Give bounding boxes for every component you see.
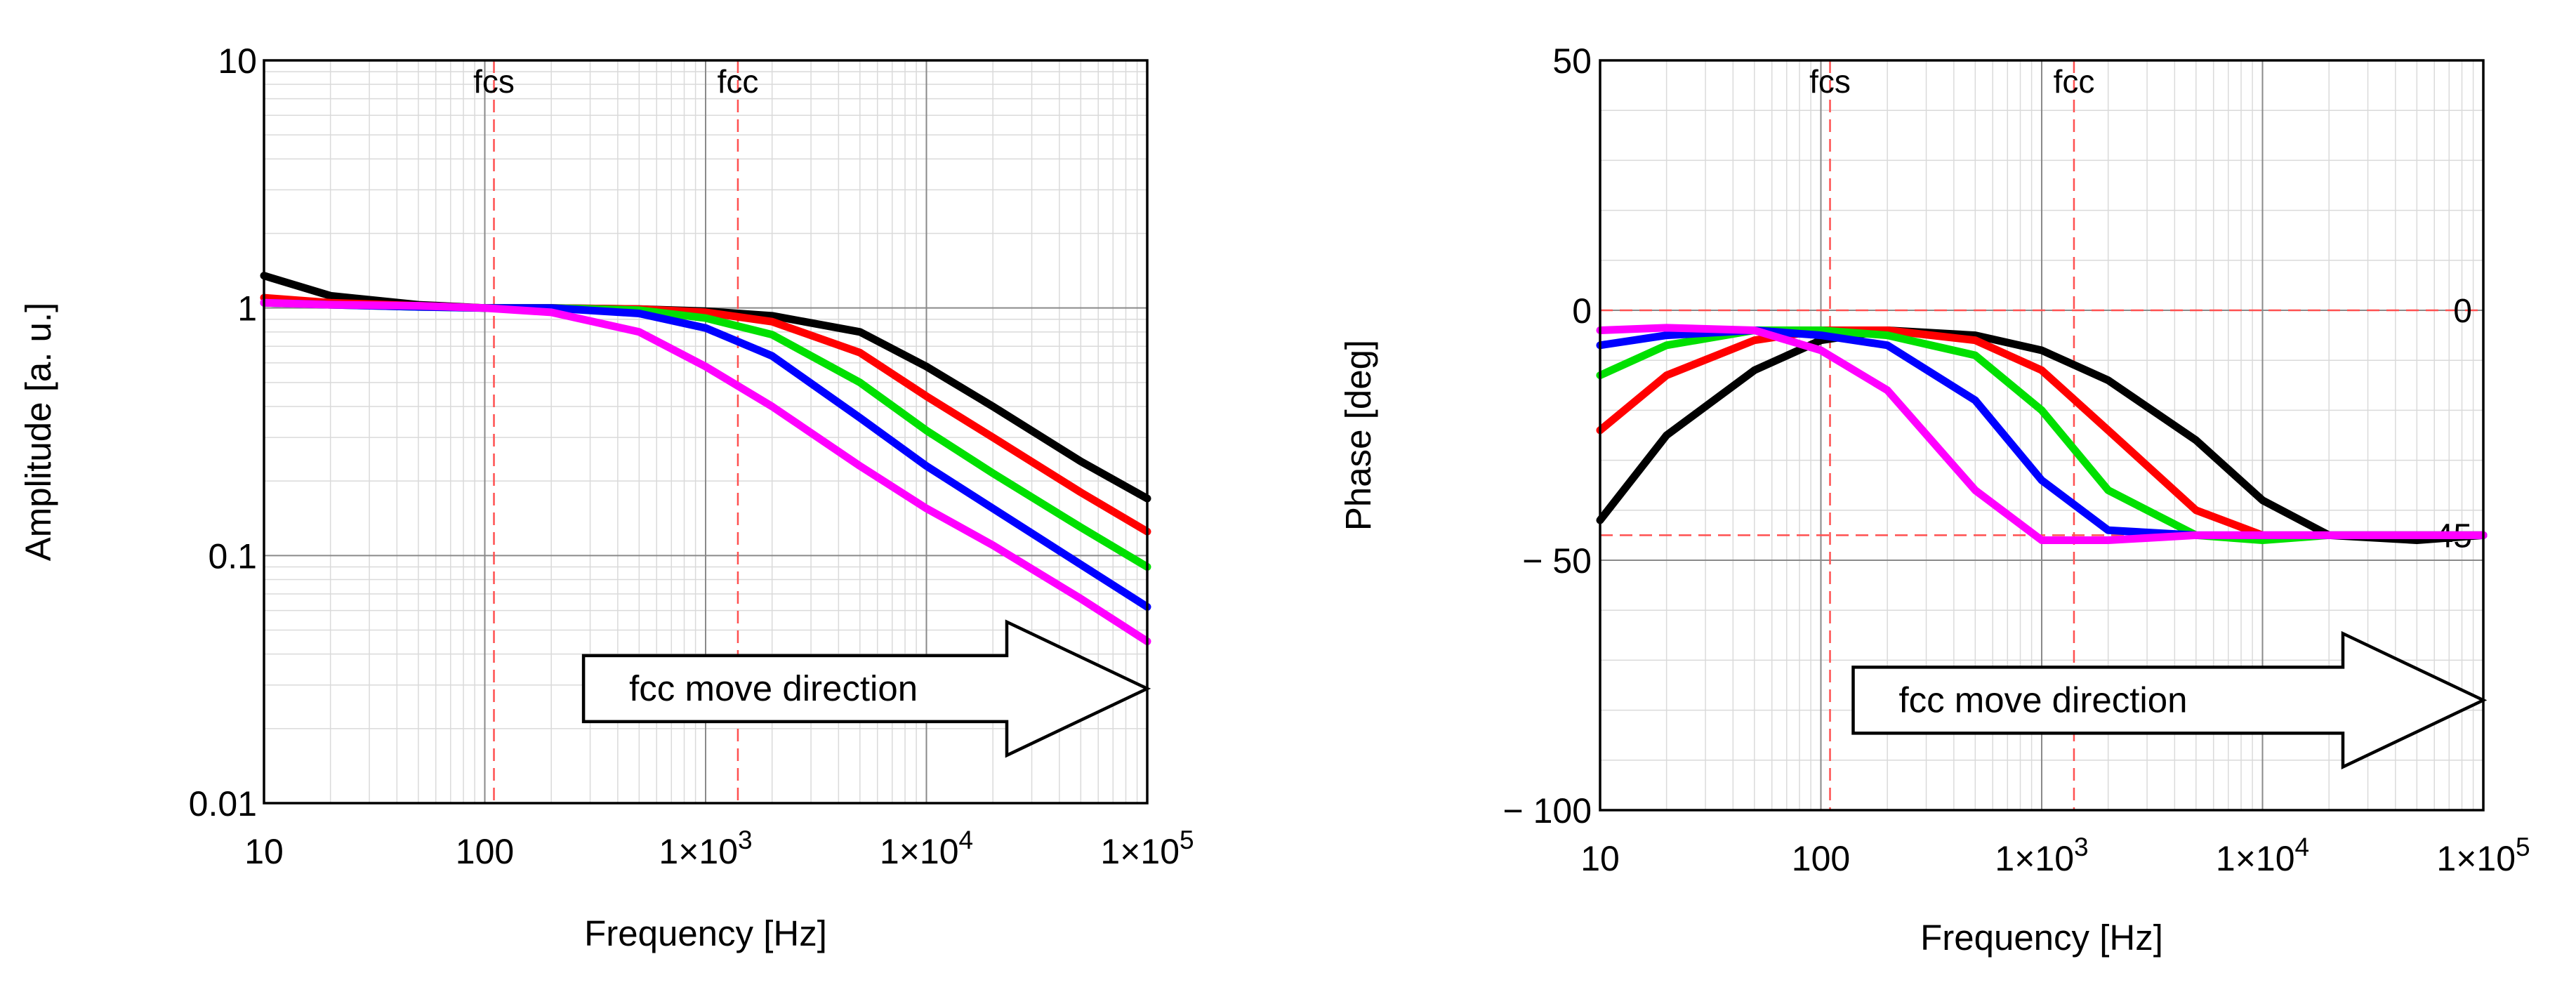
chart-1: fcs fcc fcc move direction 10 100 1×103 1×104 1…	[18, 41, 1194, 953]
arrow-label: fcc move direction	[1898, 680, 2187, 720]
plot-frame	[263, 59, 1149, 805]
y-tick-label: 10	[218, 41, 257, 81]
direction-arrow	[581, 619, 1151, 758]
x-axis-title: Frequency [Hz]	[584, 913, 827, 953]
marker-label-fcs: fcs	[1809, 63, 1851, 100]
y-tick-label: 0.1	[208, 536, 257, 576]
y-tick-label: − 100	[1502, 791, 1592, 831]
marker-label-fcs: fcs	[473, 63, 515, 100]
y-tick-label: 1	[237, 289, 257, 329]
arrow-label: fcc move direction	[629, 668, 918, 708]
x-tick-label: 100	[1792, 839, 1850, 878]
x-tick-label: 100	[456, 832, 514, 871]
x-tick-label: 1×104	[2216, 833, 2309, 878]
ref-line-label: 0	[2453, 293, 2472, 330]
y-axis-title: Amplitude [a. u.]	[18, 303, 58, 562]
y-tick-label: 50	[1552, 41, 1592, 81]
y-axis-title: Phase [deg]	[1338, 340, 1378, 531]
marker-label-fcc: fcc	[718, 63, 759, 100]
x-tick-label: 10	[1580, 839, 1620, 878]
x-tick-label: 1×104	[880, 826, 973, 871]
series-line-magenta	[260, 298, 1151, 646]
direction-arrow	[1851, 630, 2488, 769]
x-tick-label: 1×103	[1995, 833, 2088, 878]
y-tick-label: 0.01	[189, 784, 257, 823]
series-line-magenta	[1596, 324, 2488, 544]
x-axis-title: Frequency [Hz]	[1920, 918, 2163, 958]
plot-frame	[1599, 59, 2485, 812]
x-tick-label: 1×105	[2436, 833, 2530, 878]
marker-label-fcc: fcc	[2054, 63, 2095, 100]
y-tick-label: − 50	[1522, 541, 1592, 581]
x-tick-label: 1×105	[1100, 826, 1194, 871]
x-tick-label: 10	[244, 832, 284, 871]
x-tick-label: 1×103	[659, 826, 752, 871]
y-tick-label: 0	[1572, 291, 1592, 331]
